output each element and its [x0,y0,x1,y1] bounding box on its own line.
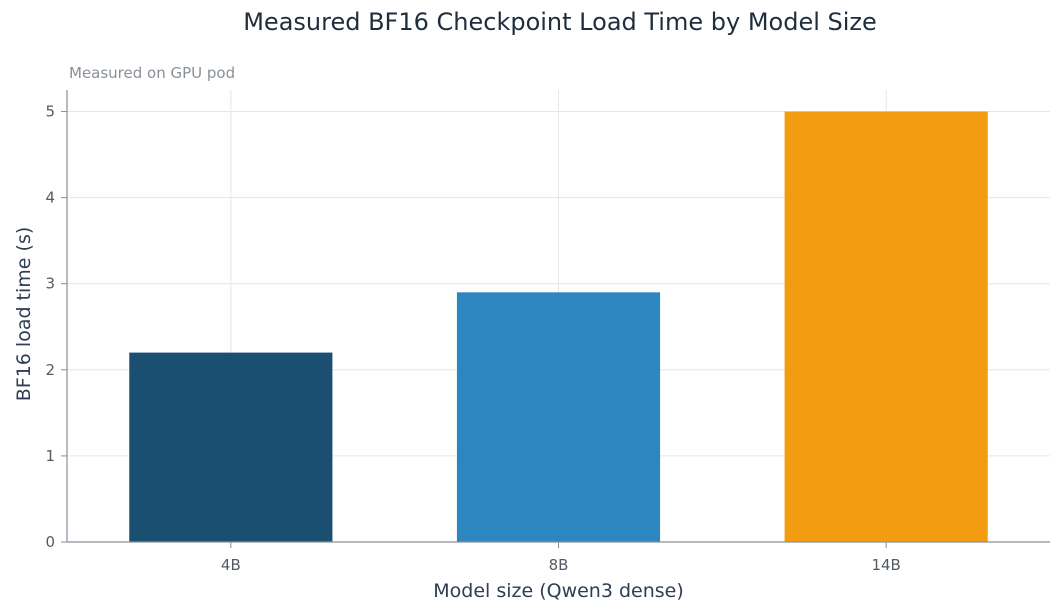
y-tick-label: 4 [45,189,55,207]
x-tick-label: 14B [871,556,900,574]
y-tick-label: 5 [45,103,55,121]
bars [129,111,988,543]
y-tick-label: 3 [45,275,55,293]
y-tick-label: 0 [45,533,55,551]
bar-14B [784,111,988,543]
tick-labels: 0 1 2 3 4 5 4B 8B 14B [45,103,900,574]
y-axis-title: BF16 load time (s) [13,227,35,402]
bar-4B [129,352,333,542]
x-tick-label: 4B [221,556,241,574]
x-tick-label: 8B [549,556,569,574]
axes [61,90,1050,548]
chart-subtitle: Measured on GPU pod [69,64,236,82]
x-axis-title: Model size (Qwen3 dense) [433,580,684,602]
bar-8B [456,292,661,542]
chart-title: Measured BF16 Checkpoint Load Time by Mo… [243,8,877,36]
y-tick-label: 1 [45,447,55,465]
y-tick-label: 2 [45,361,55,379]
